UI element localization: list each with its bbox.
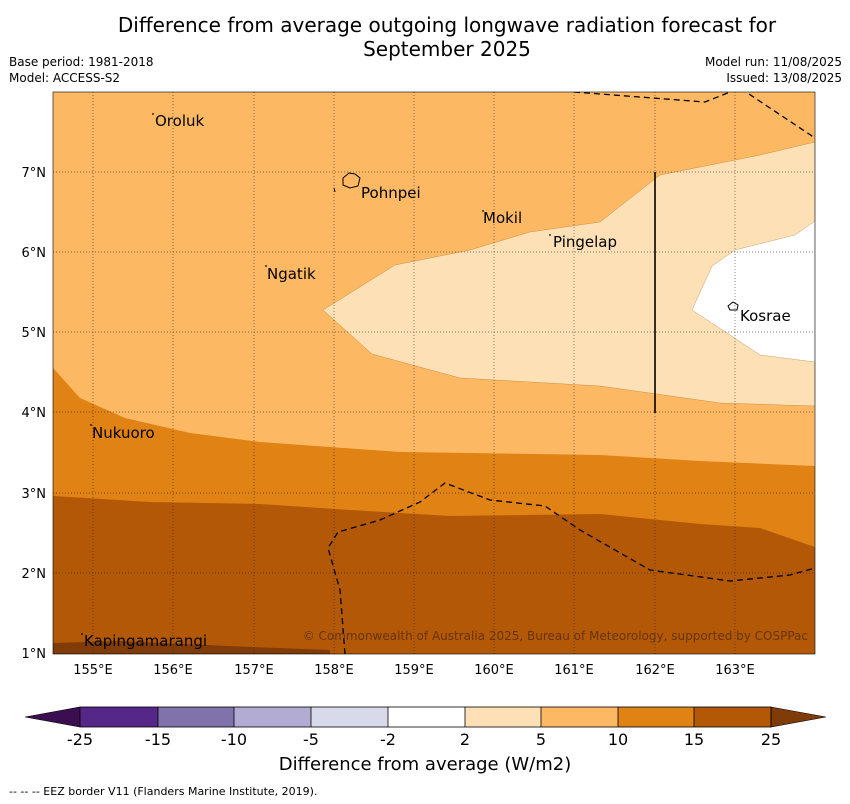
y-tick-2n: 2°N xyxy=(22,567,47,582)
colorbar-swatch-3 xyxy=(234,707,311,727)
band-2-5 xyxy=(322,141,815,407)
band-15-25 xyxy=(53,496,815,654)
colorbar-swatch-7 xyxy=(541,707,618,727)
x-tick-162: 162°E xyxy=(635,663,675,678)
place-nukuoro: Nukuoro xyxy=(92,424,155,442)
y-tick-5n: 5°N xyxy=(22,326,47,341)
place-kosrae: Kosrae xyxy=(740,307,791,325)
x-tick-160: 160°E xyxy=(474,663,514,678)
eez-borders xyxy=(327,92,815,654)
place-ngatik: Ngatik xyxy=(267,265,316,283)
place-pingelap: Pingelap xyxy=(553,233,617,251)
map-area: Oroluk Pohnpei Mokil Pingelap Ngatik Kos… xyxy=(53,92,815,654)
place-kapingamarangi: Kapingamarangi xyxy=(84,632,207,650)
model-run: Model run: 11/08/2025 xyxy=(704,55,842,69)
cb-tick-7: 10 xyxy=(608,730,628,749)
colorbar-swatch-2 xyxy=(158,707,234,727)
cb-tick-9: 25 xyxy=(761,730,781,749)
colorbar: -25 -15 -10 -5 -2 2 5 10 15 25 xyxy=(24,706,827,749)
colorbar-dividers xyxy=(157,707,695,727)
y-tick-3n: 3°N xyxy=(22,487,47,502)
issued-date: Issued: 13/08/2025 xyxy=(726,71,842,85)
cb-tick-3: -5 xyxy=(303,730,319,749)
x-axis-ticks: 155°E 156°E 157°E 158°E 159°E 160°E 161°… xyxy=(73,663,755,678)
x-tick-157: 157°E xyxy=(234,663,274,678)
y-axis-ticks: 1°N 2°N 3°N 4°N 5°N 6°N 7°N xyxy=(22,166,47,662)
atoll-markers xyxy=(81,113,551,635)
colorbar-swatch-1 xyxy=(80,707,158,727)
copyright-note: © Commonwealth of Australia 2025, Bureau… xyxy=(303,629,808,643)
base-period: Base period: 1981-2018 xyxy=(9,55,154,69)
colorbar-ticks: -25 -15 -10 -5 -2 2 5 10 15 25 xyxy=(67,730,781,749)
y-tick-1n: 1°N xyxy=(22,647,47,662)
kosrae-island-icon xyxy=(727,301,739,311)
cb-tick-4: -2 xyxy=(380,730,396,749)
y-tick-6n: 6°N xyxy=(22,246,47,261)
meta-right: Model run: 11/08/2025 Issued: 13/08/2025 xyxy=(705,54,842,86)
y-tick-7n: 7°N xyxy=(22,166,47,181)
colorbar-label: Difference from average (W/m2) xyxy=(278,754,572,775)
cb-tick-0: -25 xyxy=(67,730,93,749)
model-name: Model: ACCESS-S2 xyxy=(9,71,121,85)
band-near-zero xyxy=(691,220,815,363)
place-oroluk: Oroluk xyxy=(155,112,204,130)
pohnpei-island-icon xyxy=(342,172,361,189)
band-over-25 xyxy=(53,641,330,654)
colorbar-swatch-9 xyxy=(694,707,771,727)
place-pohnpei: Pohnpei xyxy=(361,184,421,202)
map-title: Difference from average outgoing longwav… xyxy=(0,13,850,61)
title-line-2: September 2025 xyxy=(363,37,531,61)
x-tick-161: 161°E xyxy=(554,663,594,678)
y-tick-4n: 4°N xyxy=(22,406,47,421)
x-tick-158: 158°E xyxy=(314,663,354,678)
meta-left: Base period: 1981-2018 Model: ACCESS-S2 xyxy=(9,54,154,86)
ant-atoll-icon xyxy=(333,187,336,193)
colorbar-high-extend xyxy=(770,706,827,728)
colorbar-swatch-4 xyxy=(311,707,388,727)
title-line-1: Difference from average outgoing longwav… xyxy=(117,13,777,37)
cb-tick-1: -15 xyxy=(145,730,171,749)
colorbar-frame xyxy=(79,706,772,728)
colorbar-swatch-5 xyxy=(388,707,465,727)
eez-footnote: -- -- -- EEZ border V11 (Flanders Marine… xyxy=(9,785,318,798)
cb-tick-8: 15 xyxy=(684,730,704,749)
place-mokil: Mokil xyxy=(483,209,522,227)
x-tick-155: 155°E xyxy=(73,663,113,678)
colorbar-low-extend xyxy=(24,706,81,728)
x-tick-159: 159°E xyxy=(394,663,434,678)
x-tick-156: 156°E xyxy=(153,663,193,678)
colorbar-swatch-6 xyxy=(465,707,541,727)
map-frame xyxy=(52,91,816,655)
cb-tick-6: 5 xyxy=(536,730,546,749)
colorbar-swatch-8 xyxy=(618,707,694,727)
cb-tick-2: -10 xyxy=(221,730,247,749)
x-tick-163: 163°E xyxy=(715,663,755,678)
cb-tick-5: 2 xyxy=(460,730,470,749)
